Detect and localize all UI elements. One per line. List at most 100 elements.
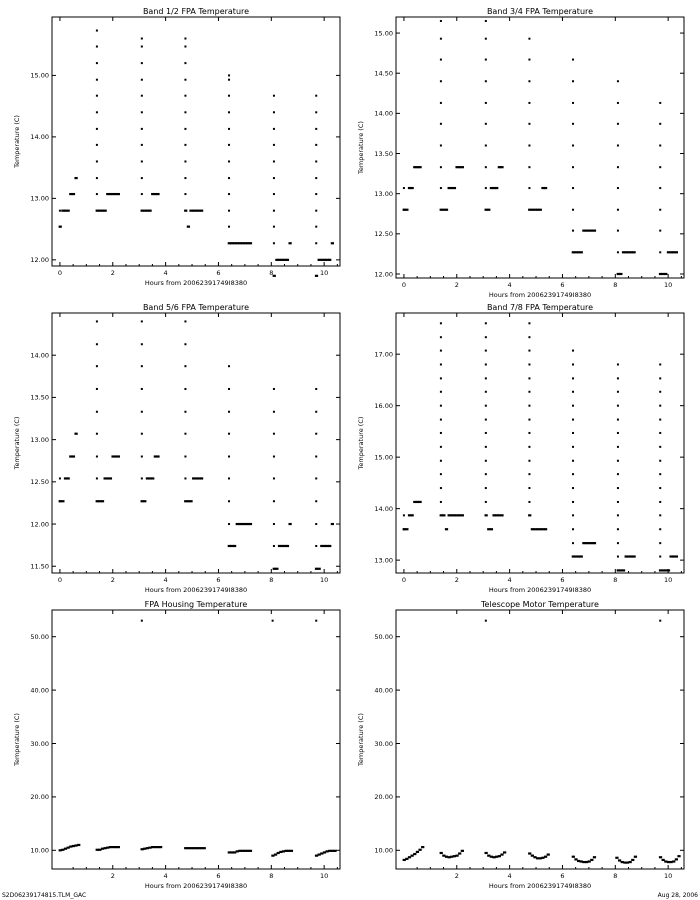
y-tick-label: 30.00 [374,740,393,748]
data-point [315,209,318,212]
data-point [402,187,405,190]
data-point [572,404,575,407]
series-6 [615,855,638,864]
data-point [140,143,143,146]
data-point [413,500,417,504]
data-point [184,365,187,368]
chart-panel-1: Band 1/2 FPA Temperature Hours from 20062… [13,7,341,287]
data-point [452,855,457,858]
x-tick-label: 4 [508,281,512,289]
data-point [143,500,147,503]
x-tick-label: 6 [560,576,564,584]
data-point [140,848,144,851]
data-point [272,410,275,413]
data-point [572,431,575,434]
data-point [528,122,531,125]
data-point [317,567,321,570]
x-tick-label: 2 [111,872,115,880]
data-point [439,208,443,211]
data-point [194,209,198,212]
data-point [114,846,118,849]
data-point [460,514,464,517]
y-tick-label: 14.00 [30,352,49,360]
data-point [63,847,68,850]
data-point [533,528,537,531]
data-point [616,445,619,448]
data-point [58,209,61,212]
data-point [484,58,487,61]
data-point [199,477,204,480]
data-point [538,857,542,860]
data-point [197,847,201,850]
data-point [272,432,275,435]
data-point [315,500,318,503]
data-point [484,619,487,622]
data-point [572,418,575,421]
data-point [95,500,99,503]
data-point [228,500,231,503]
data-point [228,78,231,81]
data-point [659,166,662,169]
data-point [184,78,187,81]
data-point [184,320,187,323]
data-point [271,619,274,622]
data-point [285,544,290,548]
data-point [538,208,542,211]
data-point [616,251,619,254]
data-point [108,846,113,849]
data-point [140,343,143,346]
data-point [484,122,487,125]
data-point [631,858,635,862]
series-2 [439,849,464,859]
data-point [484,208,488,211]
data-point [315,111,318,114]
x-tick-label: 6 [560,281,564,289]
data-point [528,349,531,352]
series-4 [528,186,548,211]
y-tick-label: 13.50 [30,394,49,402]
data-point [658,569,663,572]
data-point [497,166,501,169]
data-point [145,209,150,212]
x-axis-label: Hours from 20062391749I8380 [145,882,247,890]
data-point [95,343,98,346]
series-2 [95,455,120,503]
y-tick-label: 17.00 [374,350,393,358]
data-point [228,365,231,368]
data-point [659,431,662,434]
data-point [418,166,422,169]
data-point [439,187,442,190]
data-point [439,20,442,23]
data-point [407,856,412,859]
data-point [228,387,231,390]
data-point [458,852,462,855]
data-point [320,544,324,548]
data-point [227,242,231,245]
data-point [140,477,143,480]
y-axis-label: Temperature (C) [13,115,21,169]
y-tick-label: 13.00 [374,190,393,198]
data-point [528,58,531,61]
y-tick-label: 13.00 [374,556,393,564]
data-point [439,101,442,104]
data-point [66,209,70,212]
y-tick-label: 14.00 [374,110,393,118]
data-point [402,208,406,211]
data-point [666,569,671,572]
data-point [405,208,409,211]
data-point [95,94,98,97]
data-point [108,192,113,196]
data-point [615,856,619,859]
data-point [484,514,488,517]
data-point [315,544,318,547]
series-6 [272,242,292,277]
data-point [442,514,446,517]
data-point [320,852,324,855]
series-7 [314,522,334,570]
data-point [272,387,275,390]
data-point [69,455,73,458]
data-point [484,363,487,366]
data-point [495,186,499,190]
data-point [330,522,334,526]
data-point [484,487,487,490]
